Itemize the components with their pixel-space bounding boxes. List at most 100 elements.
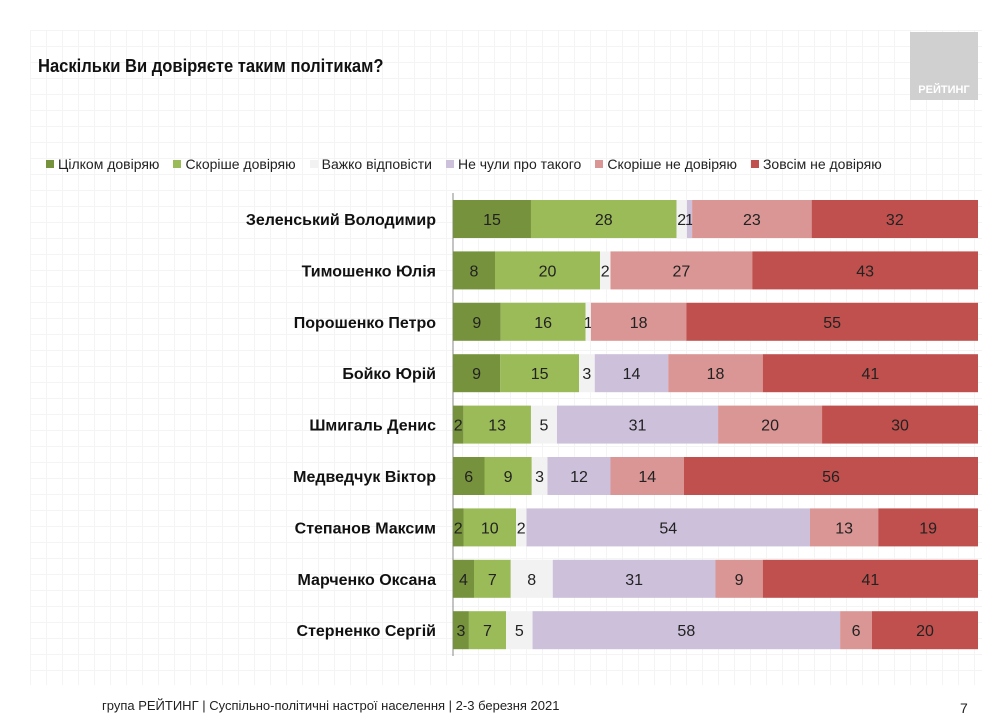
legend-swatch xyxy=(445,160,454,168)
data-label: 56 xyxy=(822,469,840,486)
bar-segment xyxy=(453,405,464,444)
bar-segment xyxy=(692,200,812,238)
bar-segment xyxy=(878,508,978,547)
bar-segment xyxy=(484,457,532,495)
data-label: 3 xyxy=(582,366,591,383)
bar-segment xyxy=(590,302,687,341)
bar-segment xyxy=(810,508,879,547)
bar-segment xyxy=(585,302,591,341)
page-number: 7 xyxy=(960,700,968,716)
legend-item: Важко відповісти xyxy=(309,156,432,172)
data-label: 15 xyxy=(531,366,549,383)
legend-swatch xyxy=(46,160,54,168)
bar-segment xyxy=(463,508,516,547)
bar-segment xyxy=(453,611,469,650)
category-label: Степанов Максим xyxy=(295,520,436,537)
data-label: 55 xyxy=(823,315,841,332)
legend-label: Не чули про такого xyxy=(457,156,582,172)
bar-segment xyxy=(762,354,978,393)
footer: група РЕЙТИНГ | Суспільно-політичні наст… xyxy=(102,698,560,713)
legend-swatch xyxy=(750,160,759,168)
data-label: 43 xyxy=(856,263,874,280)
data-label: 32 xyxy=(886,212,904,229)
data-label: 23 xyxy=(743,212,761,229)
data-label: 20 xyxy=(916,623,934,640)
bar-segment xyxy=(474,559,511,598)
bar-segment xyxy=(453,559,474,598)
bar-segment xyxy=(530,405,557,444)
bar-segment xyxy=(840,611,872,650)
bar-segment xyxy=(547,457,611,495)
data-label: 2 xyxy=(677,212,686,229)
data-label: 58 xyxy=(677,623,695,640)
bar-segment xyxy=(453,354,501,393)
data-label: 41 xyxy=(861,366,879,383)
data-label: 5 xyxy=(515,623,524,640)
data-label: 20 xyxy=(539,263,557,280)
data-label: 16 xyxy=(534,315,552,332)
data-label: 7 xyxy=(483,623,492,640)
bar-segment xyxy=(610,457,684,495)
data-label: 2 xyxy=(517,520,526,537)
data-label: 12 xyxy=(570,469,588,486)
category-label: Зеленський Володимир xyxy=(246,212,436,229)
bar-segment xyxy=(532,611,841,650)
data-label: 8 xyxy=(470,263,479,280)
legend-item: Скоріше довіряю xyxy=(173,156,296,172)
data-label: 20 xyxy=(761,418,779,435)
bar-segment xyxy=(610,251,753,290)
bar-segment xyxy=(530,200,677,238)
bar-segment xyxy=(453,302,501,341)
data-label: 18 xyxy=(630,315,648,332)
data-label: 9 xyxy=(472,315,481,332)
legend: Цілком довіряю Скоріше довіряю Важко відпо… xyxy=(46,156,882,172)
data-label: 2 xyxy=(454,520,463,537)
data-label: 3 xyxy=(457,623,466,640)
bar-segment xyxy=(762,559,978,598)
bar-segment xyxy=(531,457,548,495)
data-label: 3 xyxy=(535,469,544,486)
data-label: 27 xyxy=(672,263,690,280)
data-label: 2 xyxy=(601,263,610,280)
bar-segment xyxy=(668,354,763,393)
legend-label: Важко відповісти xyxy=(321,156,432,172)
bar-segment xyxy=(600,251,611,290)
bar-segment xyxy=(594,354,669,393)
legend-label: Скоріше не довіряю xyxy=(607,156,737,172)
bar-segment xyxy=(510,559,553,598)
bar-segment xyxy=(552,559,716,598)
data-label: 1 xyxy=(584,315,593,332)
data-label: 10 xyxy=(481,520,499,537)
legend-label: Зовсім не довіряю xyxy=(762,156,882,172)
data-label: 9 xyxy=(735,572,744,589)
category-label: Медведчук Віктор xyxy=(293,469,436,486)
data-label: 31 xyxy=(629,418,647,435)
bar-segment xyxy=(579,354,595,393)
category-label: Стерненко Сергій xyxy=(297,623,436,640)
data-label: 18 xyxy=(707,366,725,383)
legend-item: Скоріше не довіряю xyxy=(595,156,737,172)
category-label: Марченко Оксана xyxy=(298,572,437,589)
bar-segment xyxy=(506,611,533,650)
data-label: 14 xyxy=(623,366,641,383)
bar-segment xyxy=(676,200,687,238)
data-label: 28 xyxy=(595,212,613,229)
category-label: Тимошенко Юлія xyxy=(302,263,436,280)
data-label: 15 xyxy=(483,212,501,229)
data-label: 30 xyxy=(891,418,909,435)
bar-segment xyxy=(526,508,810,547)
bar-segment xyxy=(516,508,527,547)
bar-segment xyxy=(500,354,579,393)
legend-swatch xyxy=(595,160,604,168)
data-label: 9 xyxy=(472,366,481,383)
data-label: 13 xyxy=(488,418,506,435)
bar-segment xyxy=(468,611,507,650)
data-label: 14 xyxy=(638,469,656,486)
bar-segment xyxy=(463,405,531,444)
data-label: 1 xyxy=(685,212,694,229)
data-label: 9 xyxy=(504,469,513,486)
data-label: 6 xyxy=(852,623,861,640)
bar-segment xyxy=(495,251,600,290)
bar-segment xyxy=(684,457,978,495)
data-label: 8 xyxy=(527,572,536,589)
